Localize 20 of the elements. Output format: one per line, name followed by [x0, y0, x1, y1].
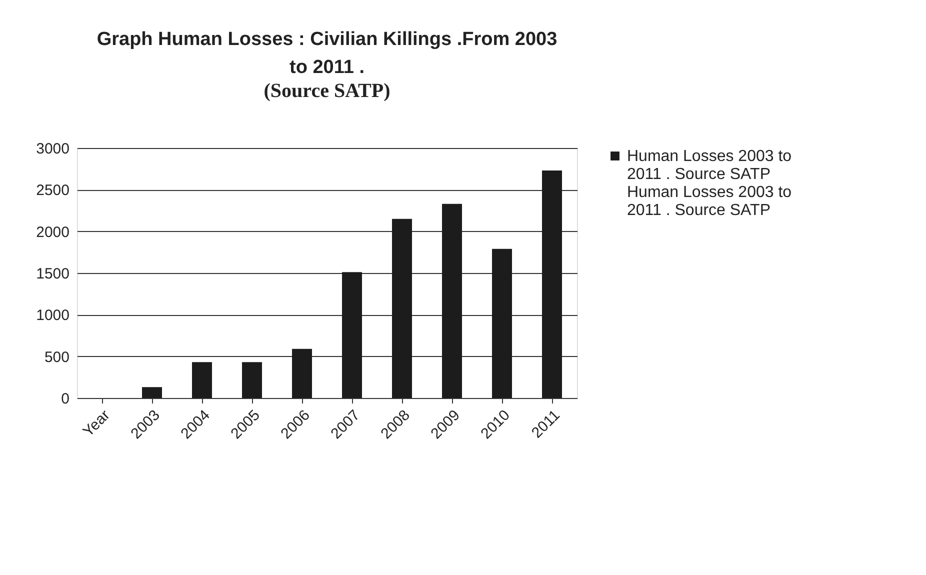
bar	[142, 387, 162, 398]
y-tick-label: 1500	[36, 266, 70, 282]
legend-label: Human Losses 2003 to 2011 . Source SATP Human Losses 2003 to 2011 . Source SATP	[627, 148, 792, 219]
y-tick-label: 3000	[36, 140, 70, 158]
y-tick-label: 500	[44, 348, 70, 366]
y-tick-label: 2000	[36, 224, 70, 241]
chart-subtitle: (Source SATP)	[264, 80, 390, 102]
y-tick-label: 0	[61, 390, 70, 408]
bar	[292, 348, 312, 398]
x-tick-label: Year	[80, 406, 114, 440]
bar	[342, 272, 362, 398]
bar	[192, 362, 212, 398]
y-tick-label: 2500	[36, 182, 70, 200]
bar	[542, 170, 562, 398]
bar	[492, 248, 512, 398]
chart-title: Graph Human Losses : Civilian Killings .From 2003 to 2011 .	[96, 29, 558, 78]
bar	[442, 204, 462, 398]
bar	[392, 218, 412, 398]
bar	[242, 362, 262, 398]
y-tick-label: 1000	[36, 307, 70, 324]
